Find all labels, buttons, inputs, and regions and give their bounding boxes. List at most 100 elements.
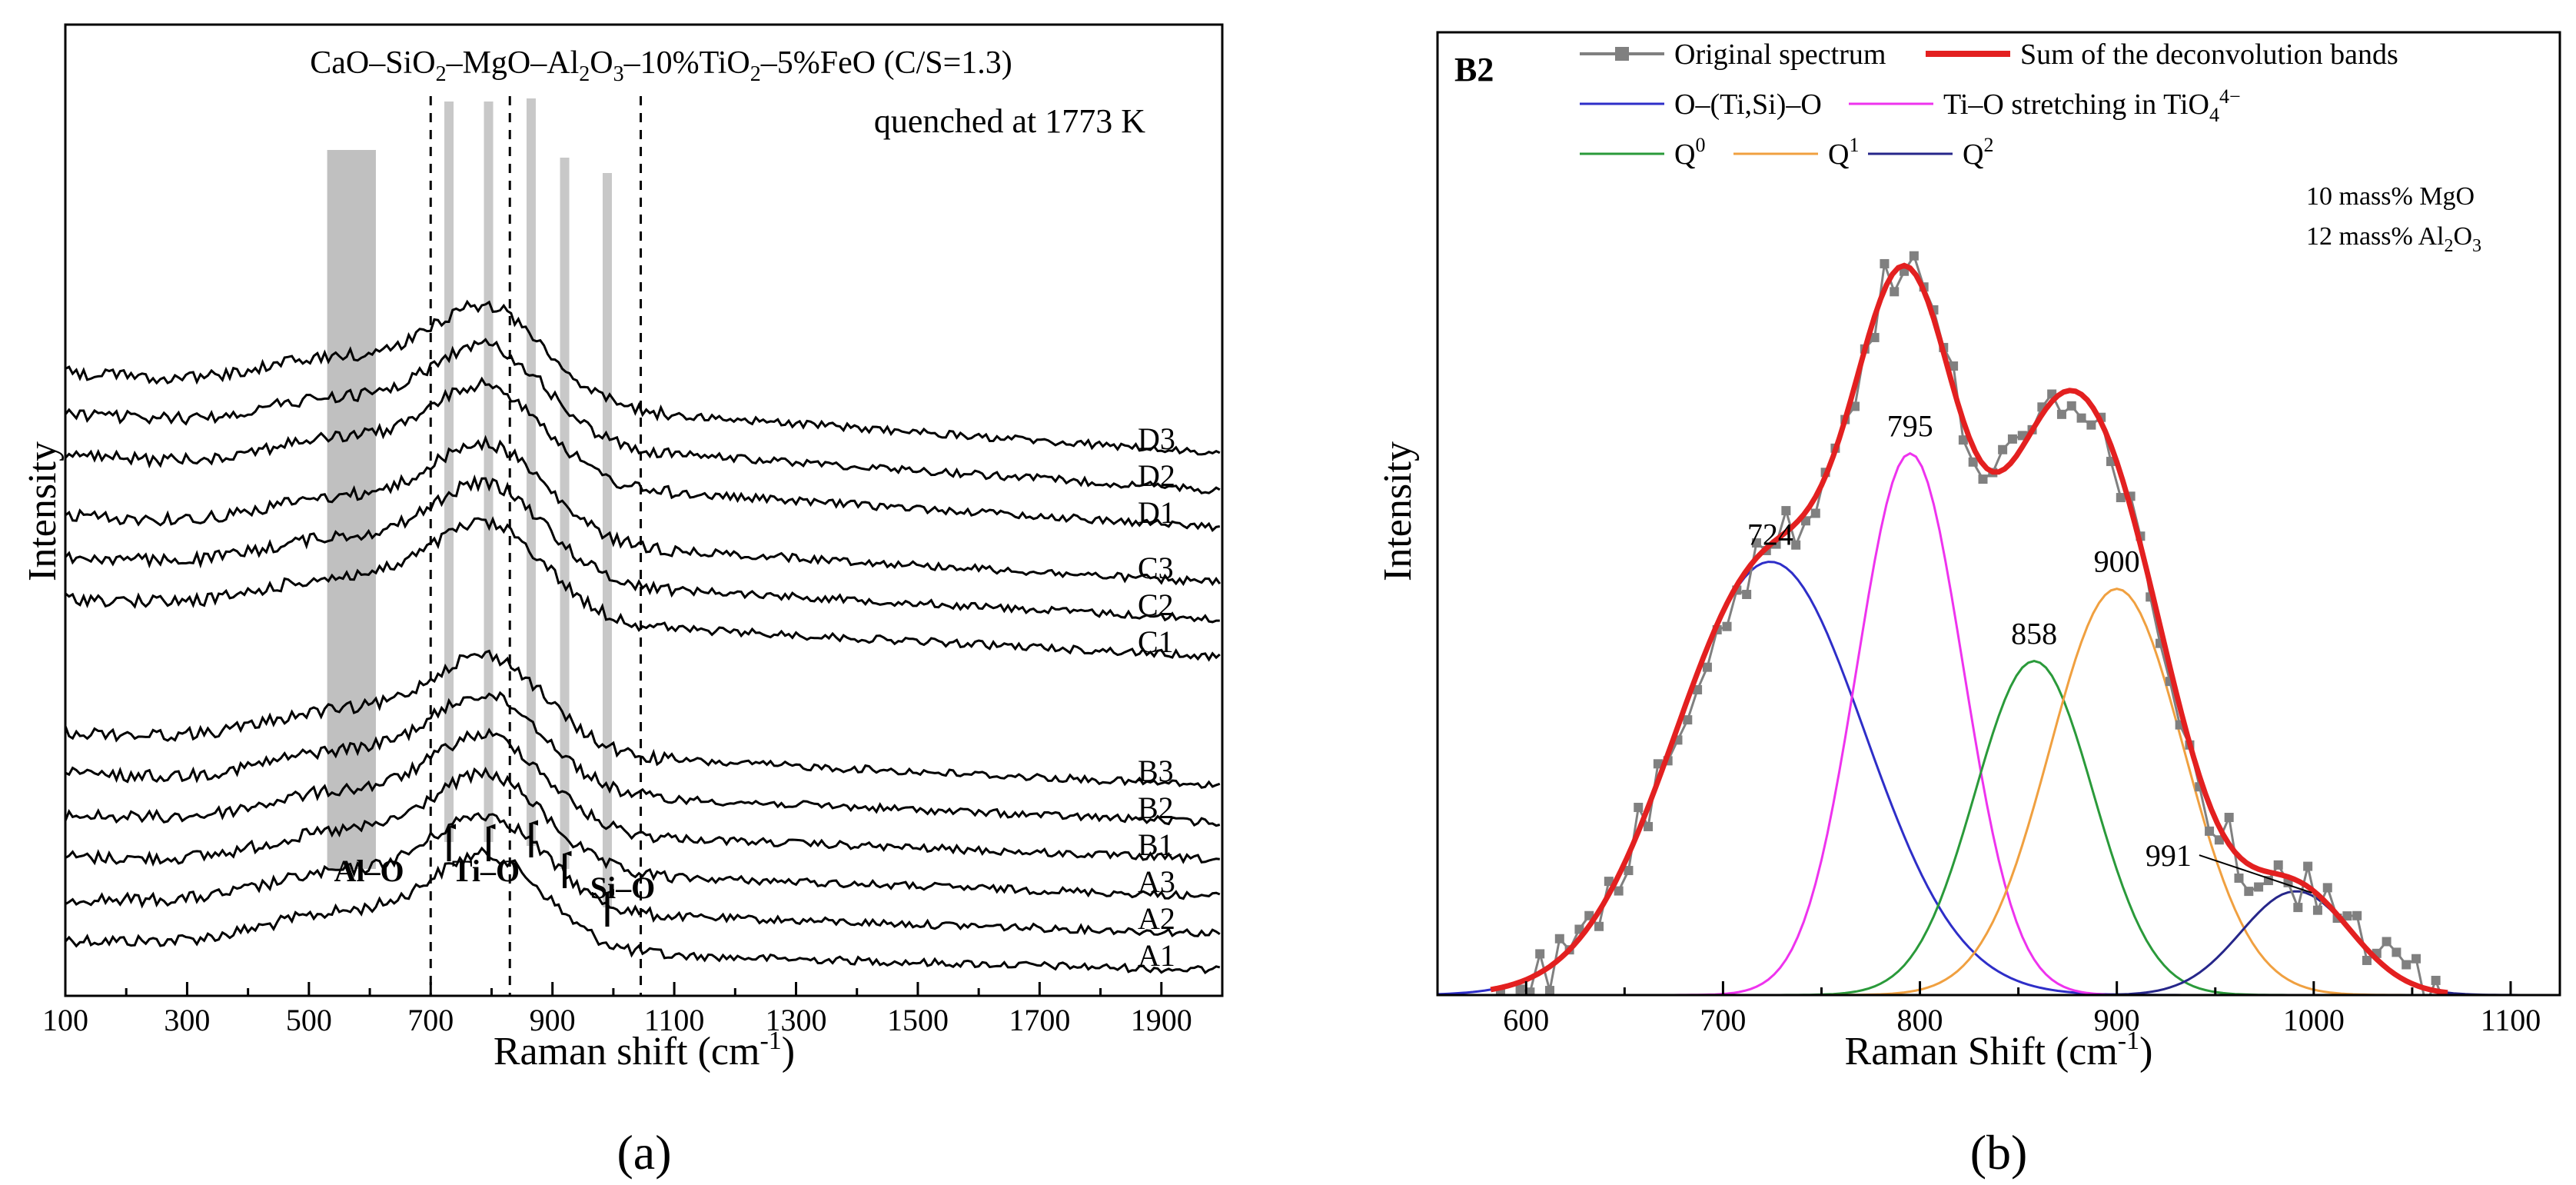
original-point	[1958, 435, 1968, 445]
original-point	[2401, 960, 2411, 970]
spectrum-D3	[65, 299, 1221, 456]
a-tick-label-700: 700	[407, 1003, 454, 1037]
original-point	[1781, 506, 1791, 516]
curve-label-A3: A3	[1138, 864, 1175, 899]
curve-label-D2: D2	[1138, 458, 1175, 493]
original-point	[1683, 715, 1693, 725]
original-point	[1978, 474, 1988, 484]
original-point	[1604, 877, 1614, 887]
original-point	[2362, 955, 2372, 965]
legend-q1-text: Q1	[1828, 134, 1859, 171]
original-point	[1890, 287, 1900, 297]
a-x-ticks: 100 300 500 700 900 1100 1300 1500 1700 1900	[42, 982, 1224, 1037]
spectrum-C2	[65, 474, 1220, 624]
legend-q0: Q0	[1580, 134, 1705, 171]
a-y-axis-label: Intensity	[21, 441, 65, 581]
curve-label-B2: B2	[1138, 791, 1174, 825]
curve-label-B3: B3	[1138, 754, 1174, 788]
original-point	[1791, 540, 1801, 550]
peak-label-900: 900	[2094, 544, 2140, 579]
spectrum-C1	[65, 516, 1221, 662]
original-point	[2342, 911, 2352, 921]
original-point	[2205, 826, 2215, 836]
original-point	[1554, 934, 1564, 944]
a-tick-label-1700: 1700	[1009, 1003, 1070, 1037]
a-band-decorations	[327, 96, 643, 996]
peak-label-858: 858	[2011, 617, 2057, 651]
original-point	[1486, 1000, 1495, 1010]
original-point	[1693, 684, 1703, 694]
b-tick-label-700: 700	[1700, 1003, 1746, 1037]
a-tick-label-1100: 1100	[644, 1003, 705, 1037]
original-point	[1751, 538, 1761, 548]
b-tick-label-1000: 1000	[2283, 1003, 2345, 1037]
spectrum-B2	[65, 691, 1221, 827]
original-point	[2007, 434, 2017, 444]
band-795	[1438, 451, 2560, 995]
spectrum-C3	[65, 434, 1222, 587]
legend-oti-text: O–(Ti,Si)–O	[1674, 88, 1822, 121]
a-tick-label-500: 500	[286, 1003, 332, 1037]
b-tick-label-900: 900	[2094, 1003, 2140, 1037]
panel-a: 100 300 500 700 900 1100 1300 1500 1700 1900 A1A2…	[21, 23, 1224, 1180]
b-panel-label: (b)	[1970, 1125, 2028, 1180]
band-900	[1438, 588, 2560, 995]
a-region-si: Si–O	[590, 870, 655, 905]
b-curves	[1438, 251, 2560, 1013]
spectrum-D2	[65, 338, 1221, 494]
b-y-axis-label: Intensity	[1376, 441, 1420, 581]
b-peak-labels: 724 795 858 900 991	[1747, 409, 2312, 894]
b-x-axis-label: Raman Shift (cm-1)	[1845, 1027, 2153, 1073]
spectrum-A2	[65, 812, 1221, 937]
legend-original-marker	[1615, 47, 1629, 61]
original-point	[2254, 882, 2264, 892]
original-point	[1998, 444, 2008, 454]
curve-label-A1: A1	[1138, 938, 1175, 973]
b-x-ticks: 600 700 800 900 1000 1100	[1503, 981, 2541, 1037]
curve-label-C1: C1	[1138, 624, 1174, 659]
original-point	[1880, 258, 1890, 268]
b-plot-frame	[1436, 31, 2561, 997]
original-spectrum	[1496, 253, 2442, 995]
band-marker-990	[602, 173, 612, 907]
b-composition-al: 12 mass% Al2O3	[2306, 222, 2481, 256]
curve-label-C2: C2	[1138, 588, 1174, 622]
legend-tio: Ti–O stretching in TiO44−	[1849, 85, 2241, 126]
original-point	[2293, 903, 2303, 913]
original-point	[2056, 409, 2066, 419]
legend-original: Original spectrum	[1580, 38, 1886, 71]
spectrum-B1	[65, 727, 1220, 864]
original-point	[1850, 401, 1860, 411]
original-point	[2421, 1000, 2431, 1010]
original-point	[1722, 621, 1732, 631]
original-point	[2441, 1004, 2450, 1013]
spectrum-A3	[65, 766, 1221, 900]
original-point	[1535, 949, 1545, 959]
original-point	[2224, 812, 2234, 822]
original-point	[1968, 457, 1978, 467]
original-point	[2431, 975, 2441, 985]
spectrum-A1	[65, 846, 1221, 975]
al-o-shaded-band	[327, 150, 376, 869]
original-point	[1653, 759, 1663, 769]
original-point	[1702, 662, 1712, 672]
original-point	[2392, 947, 2401, 957]
a-arrows	[447, 823, 607, 927]
original-point	[2273, 860, 2283, 870]
legend-sum-text: Sum of the deconvolution bands	[2020, 38, 2398, 71]
b-composition-mgo: 10 mass% MgO	[2306, 182, 2475, 211]
curve-label-D3: D3	[1138, 421, 1175, 456]
original-point	[1495, 987, 1505, 995]
original-point	[2234, 873, 2244, 883]
peak-label-795: 795	[1887, 409, 1933, 444]
original-point	[1870, 332, 1880, 342]
original-point	[2303, 861, 2313, 871]
legend-q2-text: Q2	[1963, 134, 1993, 171]
a-spectra	[65, 299, 1222, 975]
legend-oti: O–(Ti,Si)–O	[1580, 88, 1822, 121]
spectrum-B3	[65, 649, 1221, 789]
original-point	[1594, 921, 1604, 931]
